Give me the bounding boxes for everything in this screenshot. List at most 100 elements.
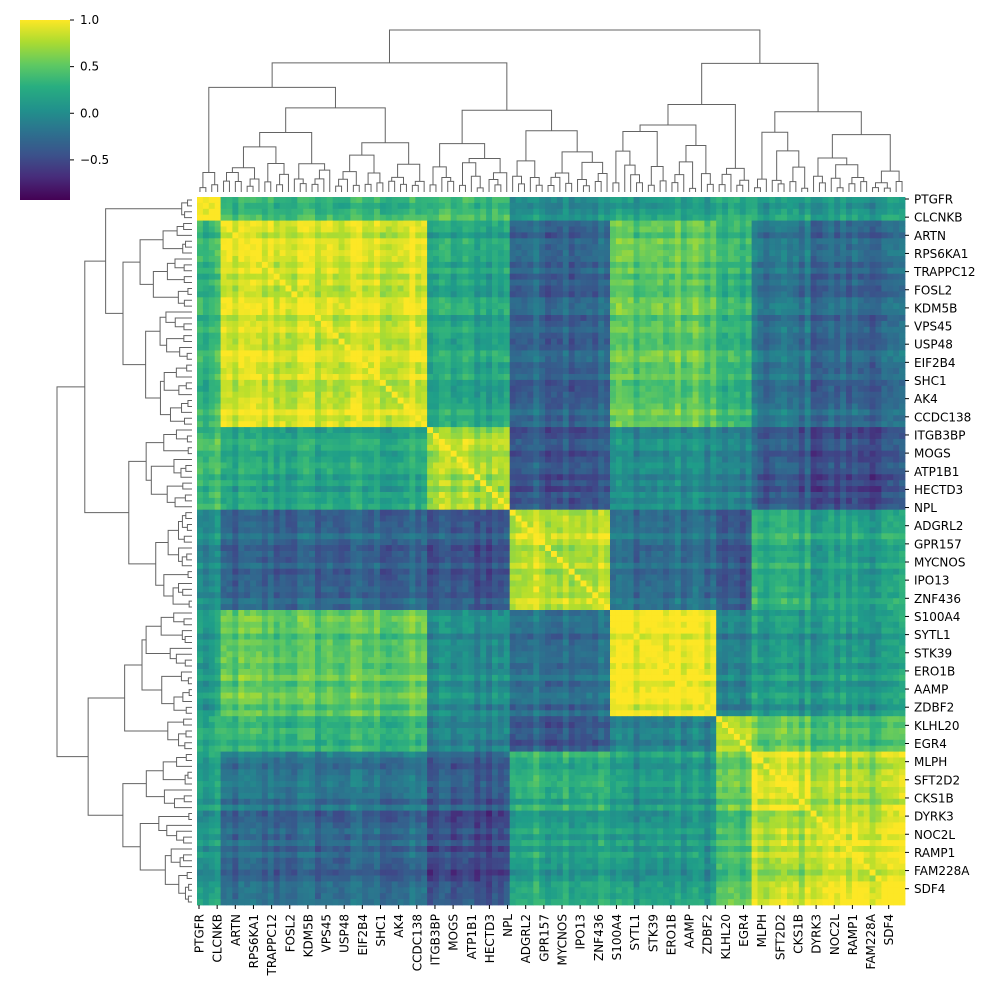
heatmap-cell [320,273,328,280]
heatmap-cell [503,197,511,204]
heatmap-cell [875,238,882,245]
heatmap-cell [674,344,682,351]
heatmap-cell [745,250,752,257]
heatmap-cell [739,303,747,310]
heatmap-cell [792,273,800,280]
heatmap-cell [810,368,817,375]
heatmap-cell [733,214,741,221]
heatmap-cell [893,344,900,351]
heatmap-cell [775,315,782,322]
heatmap-cell [610,374,617,381]
heatmap-cell [816,362,823,369]
heatmap-cell [598,232,605,239]
heatmap-cell [403,332,410,339]
heatmap-cell [415,214,422,221]
heatmap-cell [208,226,216,233]
heatmap-cell [480,409,487,416]
heatmap-cell [362,238,369,245]
heatmap-cell [604,214,611,221]
heatmap-cell [450,303,457,310]
heatmap-cell [456,315,463,322]
heatmap-cell [680,285,688,292]
heatmap-cell [828,403,835,410]
heatmap-cell [592,362,599,369]
heatmap-cell [379,356,387,363]
heatmap-cell [733,403,741,410]
heatmap-cell [415,344,422,351]
dendrogram-link [184,774,192,785]
dendrogram-link [183,854,192,862]
heatmap-cell [438,261,446,269]
dendrogram-link [267,162,285,182]
heatmap-cell [851,197,859,204]
heatmap-cell [450,350,457,357]
heatmap-cell [881,273,888,280]
dendrogram-link [264,181,272,192]
heatmap-cell [368,297,375,304]
heatmap-cell [450,368,457,375]
heatmap-cell [875,291,882,298]
heatmap-cell [421,409,428,416]
heatmap-cell [256,297,263,304]
dendrogram-link [761,131,789,180]
heatmap-cell [397,403,404,410]
heatmap-cell [893,267,900,275]
heatmap-cell [592,379,599,387]
heatmap-cell [338,309,345,316]
heatmap-cell [787,214,794,221]
heatmap-cell [621,238,629,245]
heatmap-cell [710,350,717,357]
heatmap-cell [468,427,475,434]
heatmap-cell [639,368,646,375]
heatmap-cell [503,397,511,404]
heatmap-cell [787,374,794,381]
heatmap-cell [197,315,204,322]
heatmap-cell [362,214,369,221]
heatmap-cell [722,397,729,404]
heatmap-cell [309,403,316,410]
heatmap-cell [214,285,221,292]
heatmap-cell [486,415,493,422]
heatmap-cell [887,226,894,233]
heatmap-cell [350,285,357,292]
heatmap-cell [309,344,316,351]
heatmap-cell [332,403,339,410]
heatmap-cell [533,256,540,263]
heatmap-cell [840,415,847,422]
heatmap-cell [303,320,310,328]
heatmap-cell [315,297,322,304]
heatmap-cell [686,356,693,363]
heatmap-cell [326,285,334,292]
heatmap-cell [568,202,575,210]
heatmap-cell [462,273,469,280]
heatmap-cell [385,421,393,428]
heatmap-cell [545,250,552,257]
heatmap-cell [338,285,345,292]
heatmap-cell [757,379,764,387]
heatmap-cell [438,238,446,245]
heatmap-cell [391,362,398,369]
heatmap-cell [238,220,245,227]
heatmap-cell [615,338,623,345]
heatmap-cell [669,250,676,257]
heatmap-cell [663,368,670,375]
heatmap-cell [822,197,829,204]
dendrogram-link [178,547,192,562]
heatmap-cell [226,309,233,316]
heatmap-cell [787,226,794,233]
dendrogram-link [650,166,664,186]
dendrogram-link [671,182,679,192]
heatmap-cell [574,197,581,204]
heatmap-cell [297,250,304,257]
dendrogram-link [183,618,192,626]
heatmap-cell [621,356,629,363]
heatmap-cell [374,208,381,216]
heatmap-cell [232,214,239,221]
heatmap-cell [267,261,275,269]
heatmap-cell [267,421,275,428]
heatmap-cell [356,267,363,275]
heatmap-cell [556,427,564,434]
heatmap-cell [297,226,304,233]
heatmap-cell [627,379,634,387]
heatmap-cell [391,415,398,422]
